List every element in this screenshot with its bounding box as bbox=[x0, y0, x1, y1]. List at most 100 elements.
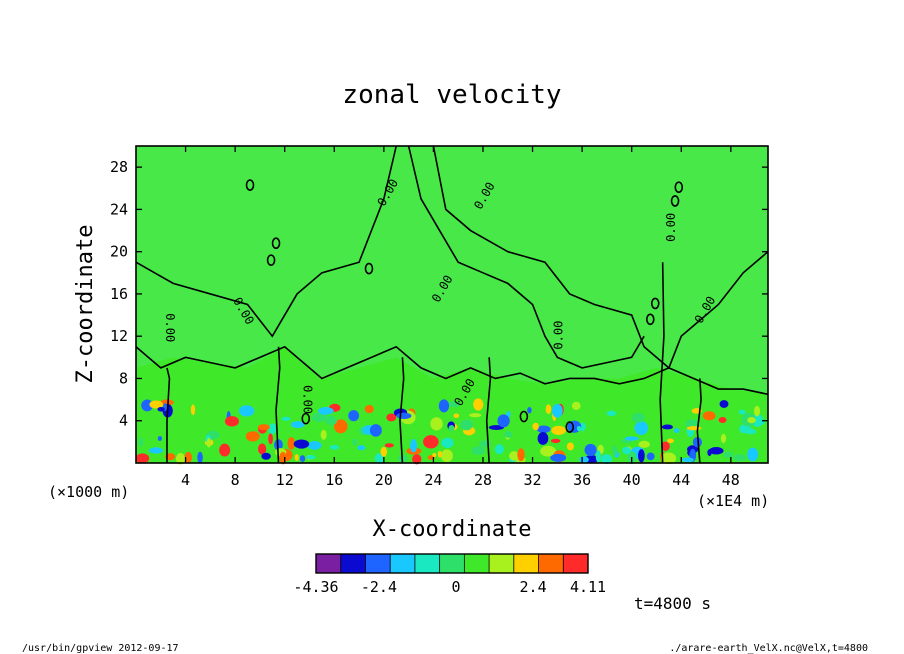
velocity-patch bbox=[661, 441, 670, 451]
velocity-patch bbox=[268, 433, 273, 445]
contour-loop bbox=[650, 297, 660, 310]
velocity-patch bbox=[494, 444, 504, 455]
colorbar-swatch bbox=[316, 554, 342, 573]
velocity-patch bbox=[224, 416, 239, 427]
colorbar-swatch bbox=[489, 554, 515, 573]
x-axis-label: X-coordinate bbox=[373, 517, 532, 542]
velocity-patch bbox=[545, 404, 552, 414]
velocity-patch bbox=[720, 433, 727, 443]
contour-loop bbox=[271, 237, 281, 250]
velocity-patch bbox=[138, 437, 144, 447]
velocity-patch bbox=[622, 446, 631, 455]
velocity-patch bbox=[550, 453, 567, 462]
colorbar bbox=[315, 553, 589, 574]
velocity-patch bbox=[281, 416, 291, 421]
velocity-patch bbox=[348, 410, 360, 422]
colorbar-tick-label: 4.11 bbox=[570, 578, 606, 596]
velocity-patch bbox=[287, 437, 296, 450]
velocity-patch bbox=[157, 435, 162, 442]
velocity-patch bbox=[634, 421, 649, 436]
velocity-patch bbox=[708, 446, 724, 455]
velocity-patch bbox=[460, 419, 473, 431]
x-tick-label: 4 bbox=[181, 471, 190, 489]
contour-loop bbox=[364, 262, 374, 275]
colorbar-tick-labels: -4.36 -2.4 0 2.4 4.11 bbox=[293, 578, 606, 596]
velocity-patch bbox=[380, 446, 388, 457]
velocity-patch bbox=[536, 425, 551, 434]
velocity-patch bbox=[432, 452, 437, 458]
contour-line bbox=[275, 346, 281, 464]
contour-line bbox=[485, 357, 492, 464]
velocity-patch bbox=[723, 451, 734, 458]
velocity-patch bbox=[369, 424, 382, 437]
contour-line bbox=[407, 145, 645, 369]
colorbar-swatch bbox=[439, 554, 465, 573]
velocity-patch bbox=[357, 445, 366, 451]
x-tick-label: 44 bbox=[672, 471, 690, 489]
contour-line bbox=[399, 357, 405, 464]
velocity-patch bbox=[747, 447, 759, 462]
velocity-patch bbox=[551, 425, 566, 435]
velocity-patch bbox=[579, 456, 589, 463]
velocity-patch bbox=[471, 446, 486, 456]
footer-right: ./arare-earth_VelX.nc@VelX,t=4800 bbox=[669, 643, 868, 654]
y-unit-label: (×1000 m) bbox=[48, 483, 129, 501]
velocity-patch bbox=[571, 401, 581, 410]
y-tick-label: 28 bbox=[110, 158, 128, 176]
x-tick-label: 8 bbox=[231, 471, 240, 489]
velocity-patch bbox=[576, 425, 582, 432]
contour-line bbox=[432, 145, 769, 370]
contour-loop bbox=[301, 412, 311, 425]
velocity-patch bbox=[746, 428, 757, 435]
velocity-patch bbox=[396, 412, 412, 420]
velocity-patch bbox=[447, 401, 461, 408]
x-tick-label: 16 bbox=[325, 471, 343, 489]
velocity-patch bbox=[412, 454, 422, 465]
velocity-patch bbox=[753, 405, 761, 417]
x-unit-label: (×1E4 m) bbox=[697, 492, 769, 510]
colorbar-swatch bbox=[538, 554, 564, 573]
time-label: t=4800 s bbox=[634, 594, 711, 613]
velocity-patch bbox=[352, 438, 358, 446]
velocity-patch bbox=[184, 451, 193, 464]
velocity-patch bbox=[294, 454, 299, 461]
velocity-patch bbox=[307, 441, 322, 450]
velocity-patch bbox=[437, 450, 442, 458]
velocity-patch bbox=[441, 437, 454, 449]
x-tick-label: 24 bbox=[424, 471, 442, 489]
contour-loop bbox=[245, 179, 255, 191]
contour-line bbox=[166, 367, 171, 463]
velocity-patch bbox=[423, 435, 439, 449]
velocity-patch bbox=[440, 449, 453, 463]
velocity-patch bbox=[718, 416, 727, 423]
y-tick-label: 20 bbox=[110, 243, 128, 261]
velocity-patch bbox=[197, 451, 203, 464]
velocity-patch bbox=[473, 398, 484, 411]
velocity-patch bbox=[261, 452, 271, 460]
velocity-patch bbox=[540, 445, 557, 457]
velocity-patch bbox=[364, 404, 374, 414]
contour-loop bbox=[645, 313, 655, 326]
y-tick-label: 4 bbox=[119, 412, 128, 430]
velocity-patch bbox=[469, 413, 482, 418]
velocity-patch bbox=[666, 438, 674, 444]
velocity-patch bbox=[160, 399, 174, 406]
contour-line bbox=[135, 145, 398, 338]
velocity-patch bbox=[631, 412, 645, 423]
contour-loop bbox=[674, 181, 684, 194]
velocity-patch bbox=[311, 412, 328, 422]
velocity-patch bbox=[293, 439, 310, 449]
velocity-patch bbox=[141, 399, 154, 412]
velocity-patch bbox=[550, 438, 561, 444]
velocity-patch bbox=[584, 443, 597, 457]
colorbar-tick-label: -2.4 bbox=[361, 578, 397, 596]
velocity-patch bbox=[157, 407, 165, 412]
velocity-patch bbox=[320, 429, 327, 440]
colorbar-swatch bbox=[414, 554, 441, 573]
velocity-patch bbox=[506, 410, 511, 418]
velocity-patch bbox=[566, 442, 574, 451]
x-tick-label: 36 bbox=[573, 471, 591, 489]
velocity-patch bbox=[329, 444, 340, 450]
velocity-patch bbox=[135, 453, 150, 464]
colorbar-swatch bbox=[563, 554, 589, 573]
